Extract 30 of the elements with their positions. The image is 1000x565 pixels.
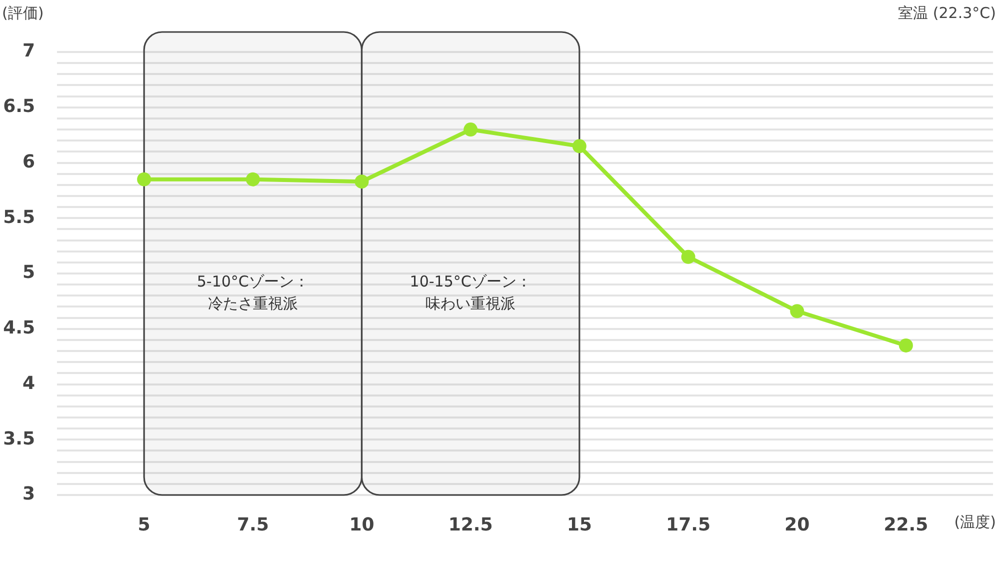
y-tick-label: 5.5 (3, 206, 35, 228)
x-tick-label: 7.5 (236, 514, 269, 536)
point (137, 172, 152, 186)
x-tick-label: 17.5 (666, 514, 710, 536)
point (572, 139, 586, 154)
x-tick-label: 5 (138, 514, 150, 536)
x-tick-label: 22.5 (884, 514, 928, 536)
point (898, 338, 913, 352)
y-tick-label: 7 (22, 40, 35, 62)
point (790, 304, 804, 318)
y-tick-label: 4 (22, 372, 35, 394)
y-tick-label: 3.5 (3, 428, 35, 450)
y-tick-label: 6.5 (3, 96, 35, 118)
x-tick-label: 20 (784, 514, 810, 536)
band-label: 10-15°Cゾーン：味わい重視派 (410, 272, 532, 312)
x-tick-label: 15 (566, 514, 592, 536)
point (354, 174, 369, 189)
y-tick-label: 5 (22, 262, 35, 284)
text: 室温 (22.3°C) (898, 4, 996, 22)
band-label: 5-10°Cゾーン：冷たさ重視派 (196, 272, 309, 312)
point (246, 172, 260, 186)
point (681, 250, 696, 264)
x-axis-title: (温度) (954, 512, 996, 531)
point (464, 122, 478, 137)
y-tick-label: 3 (22, 484, 35, 505)
y-axis-title: (評価) (2, 4, 44, 22)
y-tick-label: 4.5 (3, 318, 35, 339)
x-tick-label: 12.5 (448, 514, 493, 536)
y-tick-label: 6 (22, 151, 35, 172)
x-tick-label: 10 (349, 514, 374, 536)
